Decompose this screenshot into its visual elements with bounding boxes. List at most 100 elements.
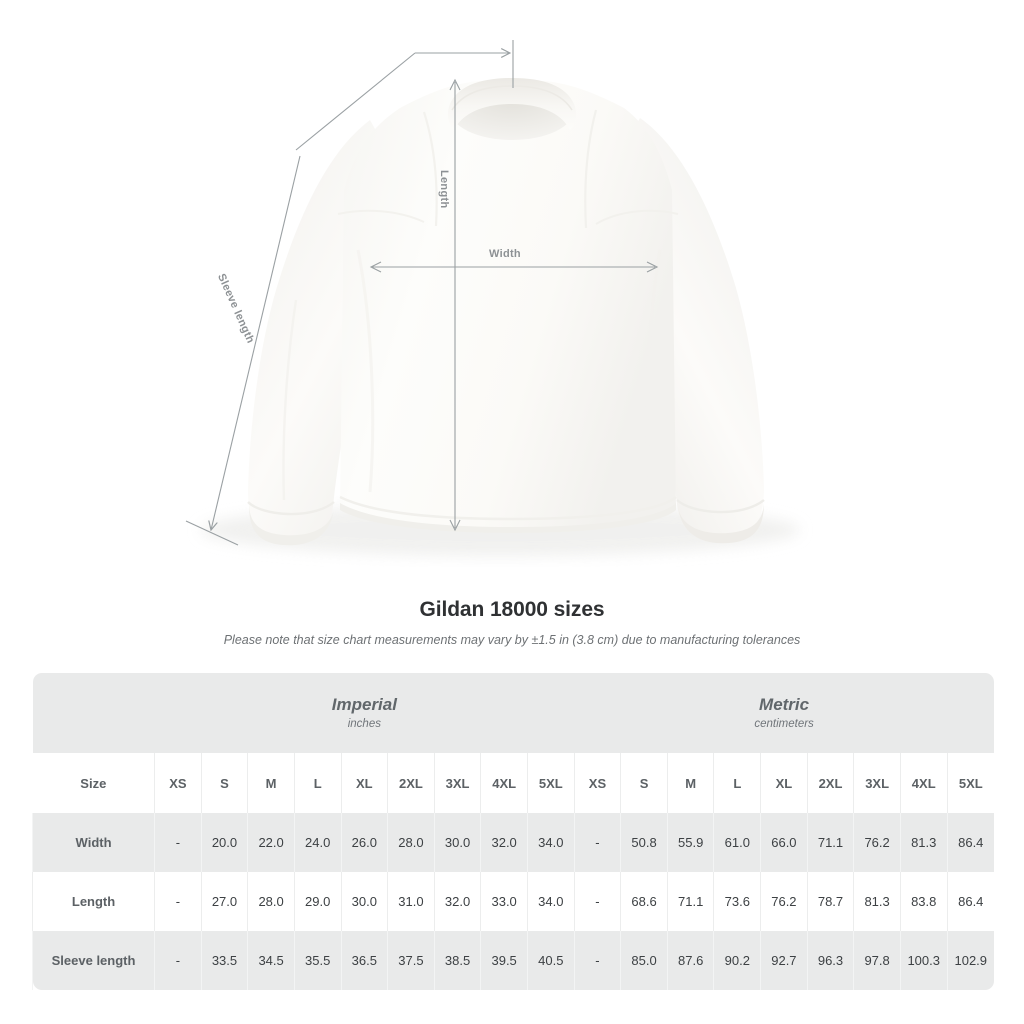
cell-width-imperial-l: 24.0: [293, 813, 342, 872]
size-header-label: Size: [32, 753, 155, 813]
size-column-header-l-imperial: L: [293, 753, 342, 813]
cell-width-metric-m: 55.9: [666, 813, 714, 872]
collar-inner-line: [451, 85, 573, 111]
cell-sleeve-length-metric-xs: -: [573, 931, 621, 990]
cell-length-imperial-3xl: 32.0: [433, 872, 481, 931]
cell-sleeve-length-metric-4xl: 100.3: [899, 931, 948, 990]
size-column-header-5xl-metric: 5XL: [946, 753, 994, 813]
cell-width-imperial-xl: 26.0: [340, 813, 388, 872]
row-label-sleeve-length: Sleeve length: [31, 931, 155, 990]
bottom-ribbing-seam: [339, 495, 677, 521]
unit-banner-spacer: [32, 673, 155, 753]
cell-width-imperial-xs: -: [154, 813, 202, 872]
size-column-header-2xl-metric: 2XL: [806, 753, 854, 813]
chart-header: Gildan 18000 sizes Please note that size…: [0, 598, 1024, 647]
cell-sleeve-length-imperial-2xl: 37.5: [387, 931, 435, 990]
unit-subtitle: centimeters: [754, 718, 814, 731]
product-illustration: Width Length Sleeve length: [185, 40, 800, 556]
cell-length-metric-4xl: 83.8: [899, 872, 948, 931]
cell-length-metric-s: 68.6: [620, 872, 668, 931]
width-dimension-label: Width: [489, 248, 521, 260]
size-column-header-xs-imperial: XS: [154, 753, 202, 813]
sleeve-length-guide: [185, 40, 514, 546]
cell-sleeve-length-metric-xl: 92.7: [760, 931, 808, 990]
cell-length-imperial-s: 27.0: [200, 872, 248, 931]
length-guide: [449, 78, 461, 532]
fabric-fold-sleeve-left: [282, 299, 298, 501]
cell-length-imperial-2xl: 31.0: [387, 872, 435, 931]
size-chart-table-wrapper: Imperial inches Metric centimeters Size XS S M L…: [31, 673, 994, 990]
left-shoulder-seam: [422, 111, 438, 227]
length-dimension-label: Length: [438, 170, 450, 209]
size-column-header-xl-metric: XL: [760, 753, 808, 813]
left-cuff: [249, 505, 334, 546]
cell-sleeve-length-metric-s: 85.0: [620, 931, 668, 990]
cell-sleeve-length-imperial-3xl: 38.5: [433, 931, 481, 990]
cell-width-imperial-s: 20.0: [200, 813, 248, 872]
size-header-row: Size XS S M L XL 2XL 3XL 4XL 5XL XS S M L XL 2XL 3XL 4XL 5…: [32, 753, 994, 813]
unit-name: Metric: [759, 694, 810, 714]
cell-length-metric-xl: 76.2: [760, 872, 808, 931]
table-row: Length -27.0 28.0 29.0 30.0 31.0 32.0 33.0 34.0-…: [31, 872, 994, 931]
cell-length-metric-m: 71.1: [666, 872, 714, 931]
cell-sleeve-length-metric-l: 90.2: [713, 931, 761, 990]
cell-width-metric-3xl: 76.2: [853, 813, 901, 872]
cell-length-imperial-xl: 30.0: [340, 872, 388, 931]
cell-length-imperial-xs: -: [154, 872, 202, 931]
bottom-ribbing: [340, 503, 676, 533]
cell-sleeve-length-imperial-l: 35.5: [293, 931, 342, 990]
cell-sleeve-length-metric-3xl: 97.8: [853, 931, 901, 990]
cell-sleeve-length-imperial-m: 34.5: [247, 931, 295, 990]
cell-length-imperial-l: 29.0: [293, 872, 342, 931]
cell-length-metric-5xl: 86.4: [946, 872, 994, 931]
cell-width-imperial-2xl: 28.0: [387, 813, 435, 872]
size-column-header-s-metric: S: [620, 753, 668, 813]
cell-sleeve-length-metric-2xl: 96.3: [806, 931, 854, 990]
cell-width-metric-5xl: 86.4: [946, 813, 994, 872]
table-row: Sleeve length - 33.5 34.5 35.5 36.5 37.5 38.5 39…: [31, 931, 994, 990]
cell-width-imperial-4xl: 32.0: [480, 813, 528, 872]
cell-sleeve-length-imperial-s: 33.5: [200, 931, 248, 990]
row-label-length: Length: [31, 872, 155, 931]
left-cuff-seam: [247, 501, 335, 516]
size-column-header-5xl-imperial: 5XL: [526, 753, 575, 813]
right-armhole-seam: [595, 209, 679, 225]
size-column-header-3xl-imperial: 3XL: [433, 753, 481, 813]
cell-length-metric-l: 73.6: [713, 872, 761, 931]
size-column-header-m-imperial: M: [247, 753, 295, 813]
right-cuff-seam: [676, 499, 765, 514]
cell-sleeve-length-imperial-xl: 36.5: [340, 931, 388, 990]
cell-width-metric-l: 61.0: [713, 813, 761, 872]
cell-length-imperial-5xl: 34.0: [526, 872, 575, 931]
table-row: Width -20.0 22.0 24.0 26.0 28.0 30.0 32.0 34.0-5…: [31, 813, 994, 872]
cell-sleeve-length-metric-5xl: 102.9: [946, 931, 994, 990]
cell-sleeve-length-imperial-5xl: 40.5: [526, 931, 575, 990]
unit-name: Imperial: [331, 694, 397, 714]
cell-sleeve-length-metric-m: 87.6: [666, 931, 714, 990]
cell-width-imperial-m: 22.0: [247, 813, 295, 872]
cell-width-metric-s: 50.8: [620, 813, 668, 872]
unit-banner-imperial: Imperial inches: [154, 673, 575, 753]
cell-width-metric-xl: 66.0: [760, 813, 808, 872]
unit-banner-row: Imperial inches Metric centimeters: [32, 673, 994, 753]
cell-width-imperial-5xl: 34.0: [526, 813, 575, 872]
body: [340, 81, 676, 532]
size-column-header-3xl-metric: 3XL: [853, 753, 901, 813]
page-title: Gildan 18000 sizes: [419, 598, 605, 621]
cell-width-metric-4xl: 81.3: [899, 813, 948, 872]
size-column-header-s-imperial: S: [200, 753, 248, 813]
cell-length-metric-3xl: 81.3: [853, 872, 901, 931]
cell-length-metric-2xl: 78.7: [806, 872, 854, 931]
cell-sleeve-length-imperial-4xl: 39.5: [480, 931, 528, 990]
size-column-header-xl-imperial: XL: [340, 753, 388, 813]
width-guide: [369, 261, 659, 273]
fabric-fold-left: [356, 249, 375, 493]
collar: [447, 78, 577, 130]
cell-width-metric-2xl: 71.1: [806, 813, 854, 872]
unit-subtitle: inches: [347, 718, 381, 731]
cell-length-imperial-4xl: 33.0: [480, 872, 528, 931]
unit-banner-metric: Metric centimeters: [574, 673, 994, 753]
size-column-header-m-metric: M: [666, 753, 714, 813]
size-chart-table: Imperial inches Metric centimeters Size XS S M L…: [31, 673, 994, 990]
row-label-width: Width: [31, 813, 155, 872]
